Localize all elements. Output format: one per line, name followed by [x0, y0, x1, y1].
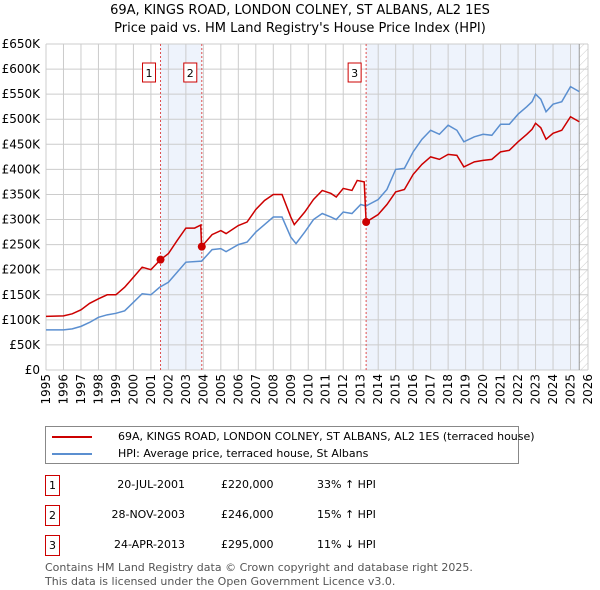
sale-point: [197, 242, 206, 251]
sale-price: £295,000: [221, 538, 274, 551]
y-tick-label: £0: [25, 363, 40, 377]
x-tick-label: 2019: [459, 374, 473, 405]
footer-licence: This data is licensed under the Open Gov…: [45, 575, 396, 588]
x-tick-label: 2024: [546, 374, 560, 405]
y-tick-label: £200K: [2, 263, 42, 277]
footer-copyright: Contains HM Land Registry data © Crown c…: [45, 561, 473, 574]
sale-badge-label: 2: [187, 67, 194, 80]
y-tick-label: £500K: [2, 112, 42, 126]
x-tick-label: 2009: [284, 374, 298, 405]
sale-badge-box: [347, 62, 362, 83]
x-tick-label: 2021: [494, 374, 508, 405]
table-row: 1 20-JUL-2001 £220,000 33% ↑ HPI: [45, 475, 545, 496]
legend-item-property: 69A, KINGS ROAD, LONDON COLNEY, ST ALBAN…: [46, 428, 535, 445]
x-tick-label: 2011: [319, 374, 333, 405]
price-chart: 1995 1996 1997 1998 1999 2000 2001 2002 2003 2004…: [2, 37, 595, 405]
forecast-hatch: [579, 44, 588, 370]
sale-marker-badge: 2: [45, 505, 60, 526]
legend-swatch-red: [52, 435, 92, 438]
x-tick-label: 2025: [564, 374, 578, 405]
shaded-period: [366, 44, 580, 370]
sale-hpi-diff: 33% ↑ HPI: [317, 478, 376, 491]
legend-item-hpi: HPI: Average price, terraced house, St A…: [46, 445, 368, 462]
y-tick-label: £100K: [2, 313, 42, 327]
x-tick-label: 2000: [126, 374, 140, 405]
x-tick-label: 1999: [109, 374, 123, 405]
legend-label: HPI: Average price, terraced house, St A…: [118, 447, 369, 460]
sale-badge-label: 1: [146, 67, 153, 80]
property-price-line: [45, 115, 580, 318]
sale-date: 24-APR-2013: [113, 538, 185, 551]
x-tick-label: 2026: [581, 374, 595, 405]
x-tick-label: 2003: [179, 374, 193, 405]
sale-point: [156, 255, 165, 264]
x-tick-label: 2002: [161, 374, 175, 405]
x-tick-label: 2006: [231, 374, 245, 405]
legend-label: 69A, KINGS ROAD, LONDON COLNEY, ST ALBAN…: [118, 430, 535, 443]
chart-subtitle: Price paid vs. HM Land Registry's House …: [114, 21, 486, 36]
y-tick-label: £300K: [2, 213, 42, 227]
sale-badge-box: [183, 62, 198, 83]
table-row: 2 28-NOV-2003 £246,000 15% ↑ HPI: [45, 505, 545, 526]
x-tick-label: 1996: [56, 374, 70, 405]
x-tick-label: 2004: [196, 374, 210, 405]
x-tick-label: 2014: [371, 374, 385, 405]
table-row: 3 24-APR-2013 £295,000 11% ↓ HPI: [45, 535, 545, 556]
y-tick-label: £50K: [9, 338, 41, 352]
x-tick-label: 2007: [249, 374, 263, 405]
sale-date: 20-JUL-2001: [117, 478, 185, 491]
x-tick-label: 1997: [74, 374, 88, 405]
hpi-line: [46, 85, 580, 331]
x-tick-label: 2020: [476, 374, 490, 405]
chart-title: 69A, KINGS ROAD, LONDON COLNEY, ST ALBAN…: [110, 3, 490, 18]
y-tick-label: £350K: [2, 187, 42, 201]
shaded-period: [160, 44, 202, 370]
x-tick-label: 2012: [336, 374, 350, 405]
x-tick-label: 1998: [91, 374, 105, 405]
x-tick-label: 2013: [354, 374, 368, 405]
sale-price: £246,000: [221, 508, 274, 521]
y-tick-label: £150K: [2, 288, 42, 302]
x-tick-label: 2023: [529, 374, 543, 405]
sale-price: £220,000: [221, 478, 274, 491]
x-tick-label: 2016: [406, 374, 420, 405]
x-tick-label: 2001: [144, 374, 158, 405]
y-tick-label: £450K: [2, 137, 42, 151]
sale-point: [362, 218, 371, 227]
x-tick-label: 2022: [511, 374, 525, 405]
x-tick-label: 2018: [441, 374, 455, 405]
y-tick-label: £250K: [2, 238, 42, 252]
y-tick-label: £400K: [2, 162, 42, 176]
sale-hpi-diff: 11% ↓ HPI: [317, 538, 376, 551]
x-tick-label: 1995: [39, 374, 53, 405]
sale-marker-badge: 1: [45, 475, 60, 496]
legend-swatch-blue: [52, 452, 92, 455]
sale-badge-box: [142, 62, 157, 83]
y-tick-label: £600K: [2, 62, 42, 76]
legend: 69A, KINGS ROAD, LONDON COLNEY, ST ALBAN…: [45, 426, 535, 464]
sale-badge-label: 3: [351, 67, 358, 80]
sale-date: 28-NOV-2003: [111, 508, 185, 521]
sale-hpi-diff: 15% ↑ HPI: [317, 508, 376, 521]
y-tick-label: £650K: [2, 37, 42, 51]
sale-marker-badge: 3: [45, 535, 60, 556]
y-tick-label: £550K: [2, 87, 42, 101]
x-tick-label: 2010: [301, 374, 315, 405]
x-tick-label: 2008: [266, 374, 280, 405]
x-tick-label: 2017: [424, 374, 438, 405]
x-tick-label: 2015: [389, 374, 403, 405]
x-tick-label: 2005: [214, 374, 228, 405]
